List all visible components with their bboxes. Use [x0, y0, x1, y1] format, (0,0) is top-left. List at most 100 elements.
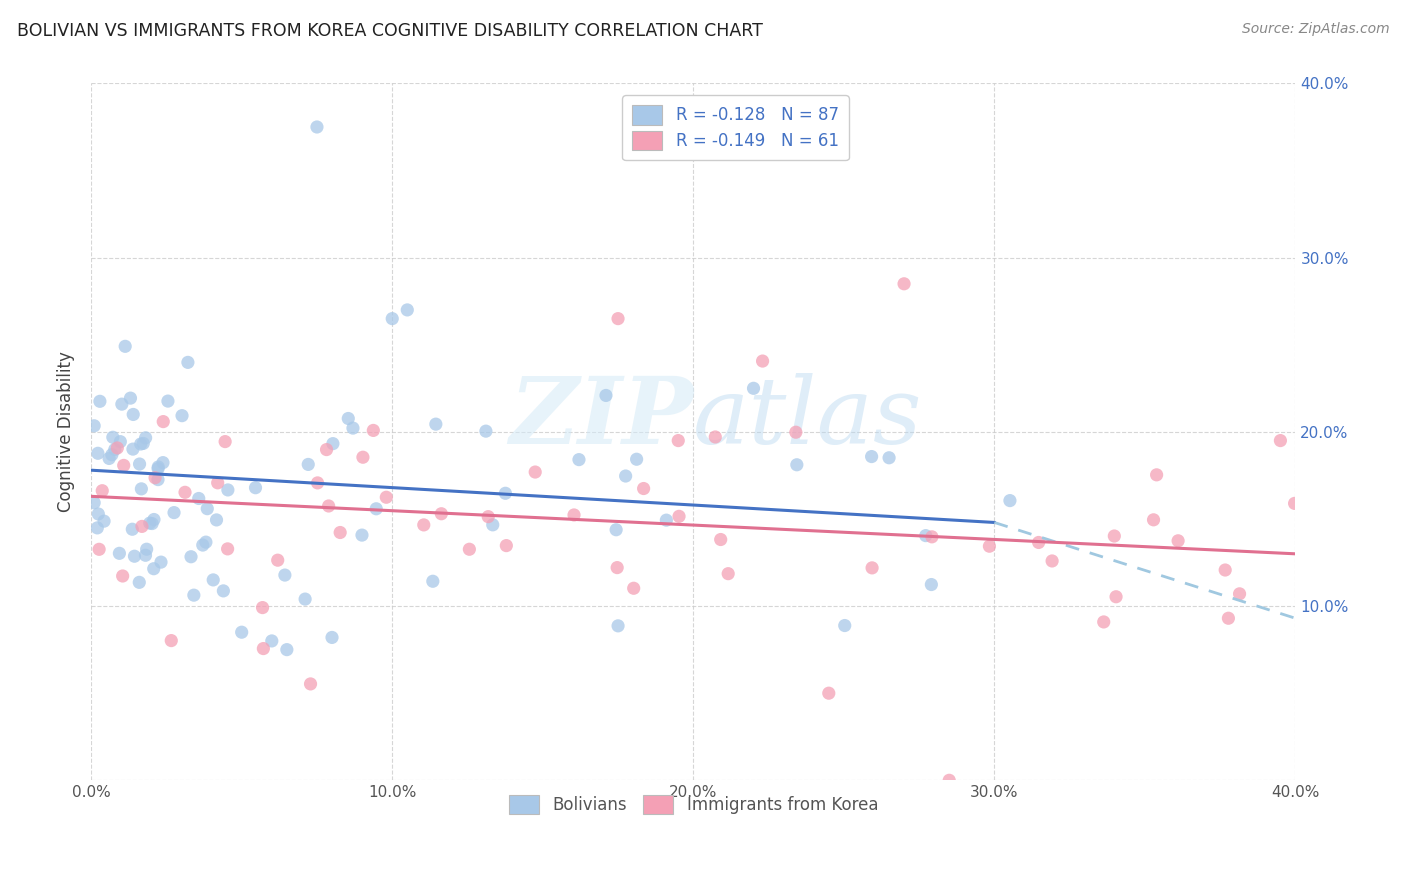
Point [139, 516, 162, 530]
Point [141, 516, 163, 531]
Text: BOLIVIAN VS IMMIGRANTS FROM KOREA COGNITIVE DISABILITY CORRELATION CHART: BOLIVIAN VS IMMIGRANTS FROM KOREA COGNIT… [17, 22, 762, 40]
Point [212, 583, 235, 598]
Point [294, 592, 316, 607]
Point [396, 302, 419, 317]
Point [606, 560, 628, 574]
Point [817, 686, 839, 700]
Point [350, 528, 373, 542]
Point [1218, 611, 1240, 625]
Point [342, 421, 364, 435]
Point [1167, 533, 1189, 548]
Point [207, 475, 229, 490]
Point [195, 501, 218, 516]
Point [834, 618, 856, 632]
Point [86, 521, 108, 535]
Point [860, 561, 883, 575]
Point [666, 434, 689, 448]
Point [605, 523, 627, 537]
Point [352, 450, 374, 465]
Point [524, 465, 547, 479]
Point [299, 677, 322, 691]
Point [481, 517, 503, 532]
Point [231, 625, 253, 640]
Point [337, 411, 360, 425]
Point [607, 619, 630, 633]
Point [160, 633, 183, 648]
Point [122, 408, 145, 422]
Point [143, 512, 166, 526]
Point [129, 437, 152, 451]
Point [477, 509, 499, 524]
Point [174, 485, 197, 500]
Point [329, 525, 352, 540]
Point [1040, 554, 1063, 568]
Point [1105, 590, 1128, 604]
Point [381, 311, 404, 326]
Y-axis label: Cognitive Disability: Cognitive Disability [58, 351, 75, 512]
Point [655, 513, 678, 527]
Point [475, 424, 498, 438]
Point [124, 549, 146, 564]
Point [751, 354, 773, 368]
Point [83, 418, 105, 433]
Point [194, 535, 217, 549]
Point [245, 481, 267, 495]
Point [156, 394, 179, 409]
Point [267, 553, 290, 567]
Point [322, 436, 344, 450]
Point [110, 434, 132, 449]
Text: atlas: atlas [693, 373, 922, 463]
Point [307, 475, 329, 490]
Point [893, 277, 915, 291]
Point [101, 448, 124, 462]
Point [458, 542, 481, 557]
Point [860, 450, 883, 464]
Point [1142, 513, 1164, 527]
Point [274, 568, 297, 582]
Point [146, 473, 169, 487]
Point [180, 549, 202, 564]
Point [315, 442, 337, 457]
Point [108, 546, 131, 560]
Point [111, 569, 134, 583]
Point [143, 471, 166, 485]
Point [366, 501, 388, 516]
Point [921, 530, 943, 544]
Point [152, 456, 174, 470]
Point [111, 397, 134, 411]
Point [131, 482, 153, 496]
Point [128, 457, 150, 471]
Point [121, 522, 143, 536]
Point [568, 452, 591, 467]
Point [614, 469, 637, 483]
Point [89, 542, 111, 557]
Point [425, 417, 447, 431]
Point [668, 509, 690, 524]
Point [152, 415, 174, 429]
Point [318, 499, 340, 513]
Point [363, 424, 385, 438]
Point [214, 434, 236, 449]
Point [1092, 615, 1115, 629]
Point [114, 339, 136, 353]
Point [132, 436, 155, 450]
Point [146, 461, 169, 475]
Point [260, 634, 283, 648]
Point [148, 460, 170, 475]
Point [1229, 587, 1251, 601]
Point [93, 514, 115, 528]
Point [87, 507, 110, 521]
Point [1104, 529, 1126, 543]
Point [131, 519, 153, 533]
Point [562, 508, 585, 522]
Point [920, 577, 942, 591]
Point [128, 575, 150, 590]
Point [150, 555, 173, 569]
Point [1028, 535, 1050, 549]
Point [91, 483, 114, 498]
Point [422, 574, 444, 589]
Point [710, 533, 733, 547]
Point [276, 642, 298, 657]
Text: ZIP: ZIP [509, 373, 693, 463]
Point [120, 391, 142, 405]
